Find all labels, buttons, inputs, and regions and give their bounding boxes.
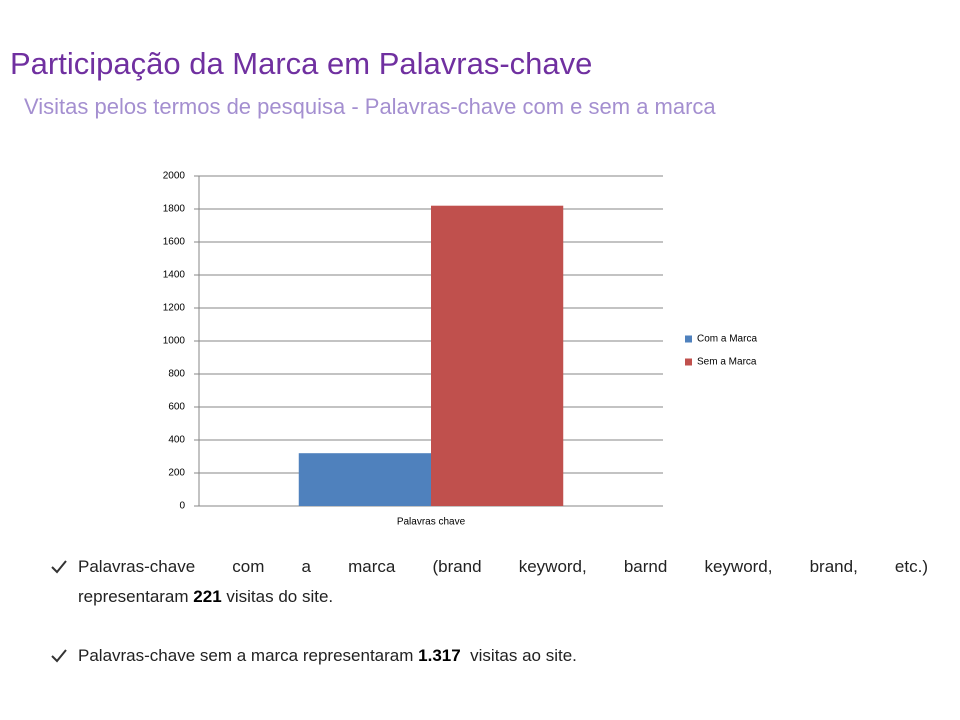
y-tick-label: 400: [168, 435, 185, 446]
legend-label: Com a Marca: [697, 334, 757, 345]
x-tick-label: Palavras chave: [397, 517, 466, 528]
bar: [431, 205, 564, 506]
bullet: Palavras-chave sem a marca representaram…: [78, 641, 928, 671]
chart: 0 200 400 600 800 1000 1200 1400 1600 1800 2000 Pal…: [163, 171, 758, 528]
y-tick-label: 2000: [163, 171, 186, 182]
legend-label: Sem a Marca: [697, 357, 757, 368]
bullet-text: Palavras-chave sem a marca representaram: [78, 646, 419, 665]
y-tick-label: 600: [168, 402, 185, 413]
y-tick-label: 200: [168, 468, 185, 479]
check-icon: [51, 560, 67, 574]
y-tick-label: 1800: [163, 204, 186, 215]
legend-swatch: [685, 335, 692, 343]
slide-title: Participação da Marca em Palavras-chave: [10, 46, 593, 81]
bullet-text: representaram: [78, 587, 194, 606]
bullet-text: visitas ao site.: [460, 646, 577, 665]
slide-subtitle: Visitas pelos termos de pesquisa - Palav…: [24, 94, 716, 119]
y-tick-label: 1000: [163, 336, 186, 347]
bullet: Palavras-chave com a marca (brand keywor…: [78, 552, 928, 612]
y-tick-label: 800: [168, 369, 185, 380]
bullet-text: representaram 221 visitas do site.: [78, 582, 928, 612]
bullet-text: Palavras-chave com a marca (brand keywor…: [78, 557, 928, 576]
check-icon: [51, 649, 67, 663]
legend-swatch: [685, 358, 692, 366]
bullet-text: visitas do site.: [221, 587, 334, 606]
y-tick-label: 1400: [163, 270, 186, 281]
y-tick-label: 1600: [163, 237, 186, 248]
bullet-number: 1.317: [418, 646, 461, 665]
bar: [298, 453, 431, 506]
y-tick-label: 1200: [163, 303, 186, 314]
y-tick-label: 0: [179, 501, 185, 512]
bullet-number: 221: [193, 587, 222, 606]
